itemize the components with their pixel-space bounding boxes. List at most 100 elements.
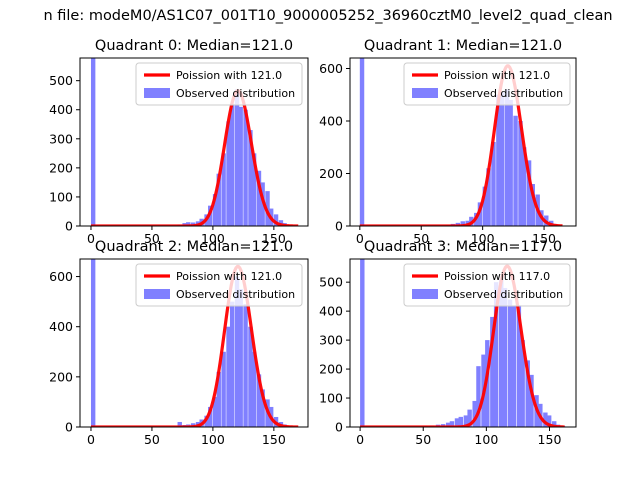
legend-label: Observed distribution [176, 288, 295, 301]
histogram-bar [507, 299, 513, 427]
plot-area [90, 58, 299, 226]
histogram-bar [472, 400, 477, 427]
y-tick-label: 400 [49, 319, 73, 334]
panel-title: Quadrant 2: Median=121.0 [95, 239, 293, 255]
y-tick-label: 500 [319, 275, 343, 290]
axes-frame [79, 258, 309, 428]
histogram-bar [546, 415, 552, 427]
y-tick-label: 100 [319, 391, 343, 406]
legend-bar-swatch [144, 88, 170, 98]
y-tick-label: 200 [319, 166, 343, 181]
histogram-bar [525, 360, 530, 427]
legend-label: Observed distribution [444, 288, 563, 301]
y-tick-label: 300 [49, 131, 73, 146]
x-tick-label: 150 [538, 432, 562, 447]
chart-panel-3: Quadrant 3: Median=117.0 0 50 100 150 0 100 200… [319, 239, 577, 447]
x-tick-label: 100 [471, 231, 495, 246]
legend-box [403, 263, 571, 307]
histogram-bar [243, 304, 248, 427]
histogram-bar [543, 412, 548, 427]
y-tick-label: 600 [49, 269, 73, 284]
histogram-bar [208, 406, 213, 427]
histogram-bar [221, 351, 226, 427]
histogram-bar [260, 389, 265, 427]
y-tick-label: 0 [65, 219, 73, 234]
histogram-bar [498, 279, 504, 427]
histogram-bar [552, 421, 557, 427]
x-tick-label: 150 [262, 432, 286, 447]
histogram-bar [256, 374, 262, 427]
histogram-bar [360, 259, 365, 427]
histogram-bar [221, 153, 226, 226]
histogram-bar [482, 186, 488, 226]
y-tick-label: 300 [319, 333, 343, 348]
histogram-bar [486, 168, 491, 226]
histogram-bar [508, 100, 513, 226]
x-tick-label: 50 [413, 231, 429, 246]
y-tick-label: 200 [49, 160, 73, 175]
chart-panels: Quadrant 0: Median=121.0 0 50 100 150 0 100 200… [49, 38, 577, 447]
histogram-bar [530, 184, 535, 226]
y-tick-label: 400 [49, 102, 73, 117]
histogram-bar [518, 121, 523, 226]
histogram-bar [359, 58, 365, 226]
histogram-bar [504, 89, 510, 226]
x-tick-label: 0 [87, 432, 95, 447]
histogram-bar [177, 421, 182, 427]
histogram-bar [212, 396, 218, 427]
x-tick-label: 100 [201, 231, 225, 246]
histogram-bar [216, 371, 221, 427]
legend-box [135, 263, 303, 307]
legend: Poission with 121.0 Observed distribution [403, 62, 571, 106]
histogram-bar [485, 340, 490, 427]
x-tick-label: 150 [532, 231, 556, 246]
histogram-bar [229, 301, 235, 427]
histogram-bar [467, 409, 472, 427]
legend-label: Observed distribution [176, 87, 295, 100]
legend-box [135, 62, 303, 106]
histogram-bar [212, 194, 218, 226]
histogram-bar [273, 214, 279, 226]
x-tick-label: 100 [474, 432, 498, 447]
legend: Poission with 117.0 Observed distribution [403, 263, 571, 307]
figure-suptitle: n file: modeM0/AS1C07_001T10_9000005252_… [43, 8, 612, 24]
histogram-bar [234, 89, 240, 226]
chart-panel-1: Quadrant 1: Median=121.0 0 50 100 150 0 200 400… [319, 38, 577, 246]
legend-label: Observed distribution [444, 87, 563, 100]
histogram-bar [499, 92, 505, 226]
legend-label: Poission with 121.0 [444, 69, 550, 82]
x-tick-label: 100 [201, 432, 225, 447]
histogram-bar [513, 115, 518, 226]
y-tick-label: 400 [319, 304, 343, 319]
histogram-bar [511, 305, 517, 427]
histogram-bar [490, 316, 495, 427]
x-tick-label: 50 [415, 432, 431, 447]
legend-label: Poission with 121.0 [176, 270, 282, 283]
legend-bar-swatch [412, 289, 438, 299]
histogram-bar [477, 202, 483, 226]
x-tick-label: 0 [356, 231, 364, 246]
chart-panel-2: Quadrant 2: Median=121.0 0 50 100 150 0 200 400… [49, 239, 309, 447]
histogram-bar [454, 418, 460, 427]
histogram-bar [520, 340, 525, 427]
y-tick-label: 400 [319, 114, 343, 129]
legend: Poission with 121.0 Observed distribution [135, 263, 303, 307]
legend-label: Poission with 117.0 [444, 270, 550, 283]
y-tick-label: 0 [335, 420, 343, 435]
histogram-bar [251, 153, 257, 226]
x-tick-label: 0 [87, 231, 95, 246]
axes-frame [349, 258, 577, 428]
y-tick-label: 500 [49, 73, 73, 88]
histogram-bar [229, 103, 235, 226]
legend-bar-swatch [144, 289, 170, 299]
histogram-bar [256, 170, 262, 226]
histogram-bar [248, 326, 253, 427]
histogram-bar [238, 106, 243, 226]
histogram-bar [186, 222, 191, 226]
legend: Poission with 121.0 Observed distribution [135, 62, 303, 106]
histogram-bar [502, 287, 508, 427]
histogram-bar [491, 142, 496, 226]
panel-title: Quadrant 3: Median=117.0 [364, 239, 562, 255]
legend-bar-swatch [412, 88, 438, 98]
